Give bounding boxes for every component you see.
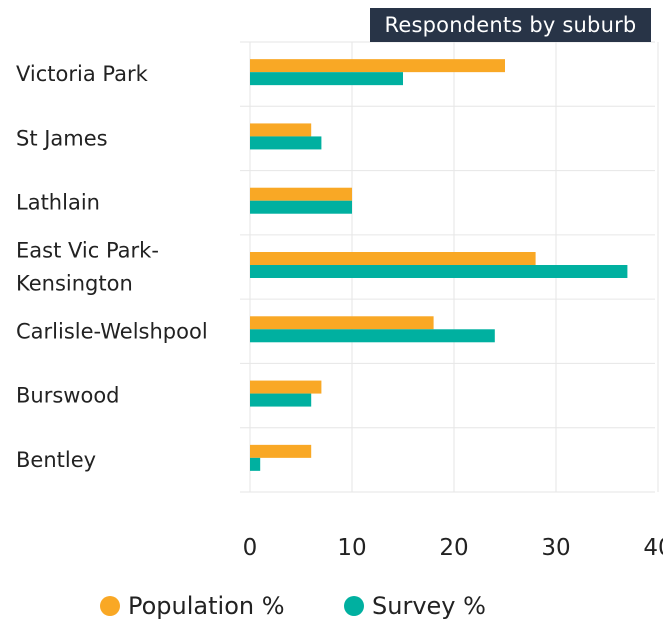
legend-survey-label: Survey % <box>372 592 486 620</box>
category-label: Burswood <box>16 384 120 408</box>
category-label: Bentley <box>16 448 96 472</box>
bar-population <box>250 252 536 265</box>
x-tick-label: 10 <box>337 535 366 561</box>
category-label: St James <box>16 126 108 150</box>
x-tick-label: 20 <box>439 535 468 561</box>
bar-survey <box>250 200 352 214</box>
category-label: Carlisle-Welshpool <box>16 319 208 343</box>
bar-population <box>250 59 505 73</box>
legend-survey: Survey % <box>344 586 486 626</box>
bar-survey <box>250 265 628 278</box>
bar-population <box>250 123 312 137</box>
bar-survey <box>250 393 312 407</box>
legend-population: Population % <box>100 586 285 626</box>
x-tick-label: 0 <box>243 535 258 561</box>
bar-population <box>250 316 434 330</box>
bar-population <box>250 187 352 201</box>
bar-population <box>250 444 312 458</box>
legend-population-swatch <box>100 596 120 616</box>
legend-survey-swatch <box>344 596 364 616</box>
bar-survey <box>250 136 322 150</box>
bar-survey <box>250 72 403 86</box>
x-tick-label: 40 <box>643 535 663 561</box>
chart-title: Respondents by suburb <box>370 8 651 42</box>
bar-population <box>250 380 322 394</box>
legend-population-label: Population % <box>128 592 285 620</box>
bar-survey <box>250 457 261 471</box>
category-label: Victoria Park <box>16 62 149 86</box>
category-label: Lathlain <box>16 191 100 215</box>
bar-survey <box>250 329 495 343</box>
category-label: East Vic Park-Kensington <box>16 239 159 296</box>
x-tick-label: 30 <box>541 535 570 561</box>
